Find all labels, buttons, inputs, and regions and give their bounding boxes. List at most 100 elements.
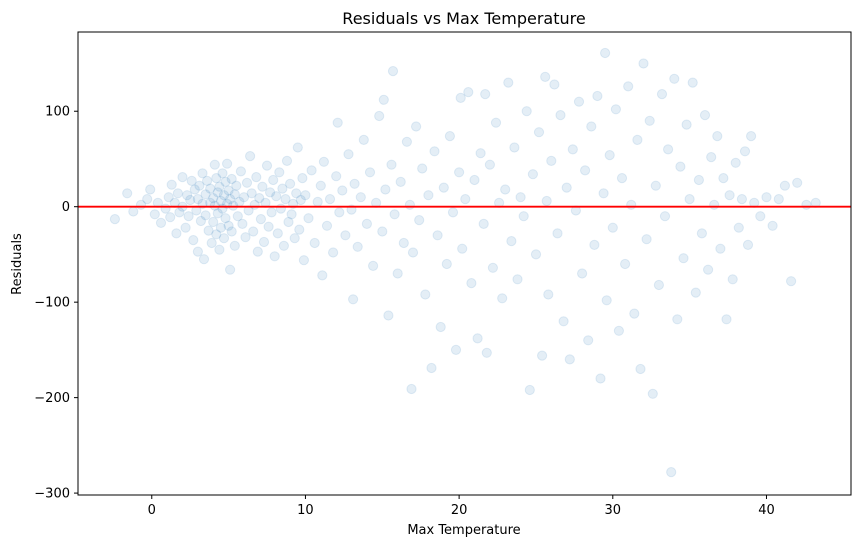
scatter-point xyxy=(378,94,389,105)
scatter-point xyxy=(457,243,468,254)
scatter-point xyxy=(709,199,720,210)
scatter-point xyxy=(205,183,216,194)
scatter-point xyxy=(616,173,628,184)
scatter-point xyxy=(666,467,677,478)
scatter-point xyxy=(420,289,431,300)
y-axis: −300 −200 −100 0 100 xyxy=(34,105,78,502)
y-tick-label: −300 xyxy=(34,487,70,502)
scatter-point xyxy=(220,213,231,224)
scatter-point xyxy=(198,254,210,265)
scatter-point xyxy=(383,310,394,321)
scatter-point xyxy=(567,144,578,155)
scatter-point xyxy=(678,253,689,264)
scatter-point xyxy=(209,200,220,211)
scatter-point xyxy=(715,243,726,254)
scatter-point xyxy=(484,159,495,170)
scatter-point xyxy=(225,194,236,205)
scatter-point xyxy=(687,77,698,88)
scatter-point xyxy=(165,212,176,223)
scatter-point xyxy=(549,79,560,90)
scatter-point xyxy=(258,236,270,248)
scatter-point xyxy=(251,172,262,183)
scatter-point xyxy=(441,258,452,270)
scatter-point xyxy=(641,234,652,245)
scatter-point xyxy=(398,237,409,249)
scatter-point xyxy=(463,87,474,98)
scatter-point xyxy=(186,175,197,186)
x-tick-label: 0 xyxy=(148,503,156,518)
scatter-point xyxy=(773,194,784,205)
scatter-point xyxy=(497,293,508,304)
scatter-point xyxy=(669,73,680,84)
scatter-point xyxy=(521,106,532,117)
points-layer xyxy=(109,47,821,478)
scatter-point xyxy=(324,194,336,205)
scatter-point xyxy=(447,207,459,218)
scatter-point xyxy=(277,183,288,194)
scatter-point xyxy=(145,184,156,195)
x-axis-label: Max Temperature xyxy=(407,523,520,538)
scatter-point xyxy=(487,262,498,273)
scatter-point xyxy=(352,241,363,252)
scatter-point xyxy=(200,210,211,221)
scatter-point xyxy=(306,165,317,176)
scatter-point xyxy=(220,176,231,187)
scatter-point xyxy=(226,173,237,185)
scatter-point xyxy=(730,157,741,168)
scatter-point xyxy=(404,199,415,210)
scatter-point xyxy=(589,239,600,250)
scatter-point xyxy=(142,194,153,205)
scatter-point xyxy=(635,363,646,375)
scatter-point xyxy=(681,119,692,130)
scatter-point xyxy=(271,191,282,202)
scatter-point xyxy=(675,161,686,172)
scatter-point xyxy=(533,127,545,138)
scatter-point xyxy=(739,146,751,157)
scatter-point xyxy=(613,325,625,336)
scatter-point xyxy=(172,188,183,199)
scatter-point xyxy=(358,134,369,145)
scatter-point xyxy=(257,181,268,192)
scatter-point xyxy=(332,117,343,128)
scatter-point xyxy=(217,168,228,179)
scatter-point xyxy=(331,171,342,182)
scatter-point xyxy=(225,264,236,275)
scatter-point xyxy=(466,278,477,289)
scatter-point xyxy=(246,188,257,199)
scatter-point xyxy=(395,176,406,187)
scatter-point xyxy=(343,149,354,160)
scatter-point xyxy=(212,187,223,198)
scatter-point xyxy=(180,222,191,233)
scatter-point xyxy=(275,203,286,214)
scatter-point xyxy=(377,226,388,237)
scatter-point xyxy=(779,180,791,191)
scatter-point xyxy=(194,180,205,191)
scatter-point xyxy=(255,214,266,225)
scatter-point xyxy=(200,189,211,200)
scatter-point xyxy=(509,142,520,153)
scatter-point xyxy=(274,167,285,178)
scatter-point xyxy=(767,220,778,231)
scatter-point xyxy=(226,226,237,237)
scatter-point xyxy=(580,165,591,176)
scatter-point xyxy=(245,151,256,162)
scatter-point xyxy=(174,207,185,218)
scatter-point xyxy=(286,209,297,220)
scatter-point xyxy=(638,58,649,69)
scatter-point xyxy=(298,255,309,266)
scatter-point xyxy=(289,233,300,244)
scatter-point xyxy=(672,314,683,325)
scatter-point xyxy=(706,152,717,163)
scatter-point xyxy=(281,155,293,166)
scatter-point xyxy=(530,249,542,260)
scatter-point xyxy=(309,237,320,249)
scatter-point xyxy=(337,185,348,196)
scatter-point xyxy=(197,168,208,179)
scatter-point xyxy=(490,117,502,128)
scatter-point xyxy=(268,174,279,186)
scatter-point xyxy=(598,188,609,199)
scatter-point xyxy=(792,177,803,188)
scatter-point xyxy=(229,240,240,251)
scatter-point xyxy=(455,92,466,104)
scatter-point xyxy=(222,158,233,169)
